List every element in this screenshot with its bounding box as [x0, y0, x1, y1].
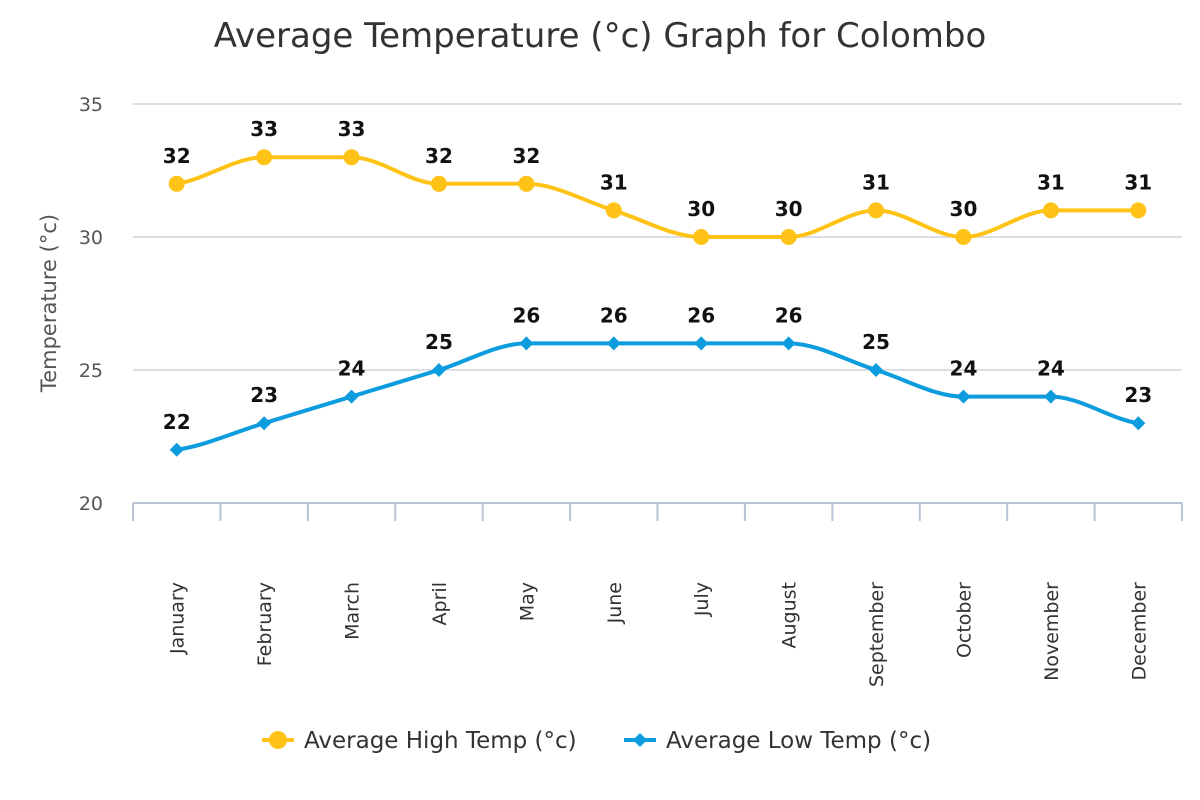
data-label-high: 31: [1037, 170, 1065, 194]
data-label-high: 33: [338, 117, 366, 141]
x-tick-label: July: [691, 582, 713, 617]
data-point-low[interactable]: [869, 363, 884, 377]
x-tick-label: September: [866, 582, 888, 687]
y-tick-label: 30: [79, 227, 103, 249]
data-point-low[interactable]: [519, 336, 534, 351]
data-label-high: 32: [512, 144, 540, 168]
legend-label: Average Low Temp (°c): [666, 728, 931, 754]
data-label-low: 24: [1037, 357, 1065, 381]
data-point-high[interactable]: [430, 175, 447, 192]
legend: Average High Temp (°c) Average Low Temp (…: [262, 728, 931, 754]
legend-marker-circle: [269, 731, 287, 749]
data-point-low[interactable]: [956, 389, 971, 404]
data-label-high: 30: [950, 197, 978, 221]
grid-lines: [133, 103, 1182, 371]
data-point-low[interactable]: [169, 442, 184, 457]
data-point-low[interactable]: [1131, 416, 1146, 431]
data-label-high: 30: [687, 197, 715, 221]
data-label-high: 30: [775, 197, 803, 221]
x-tick-label: May: [516, 582, 538, 621]
data-label-low: 23: [1124, 383, 1152, 407]
data-label-low: 25: [425, 330, 453, 354]
data-point-high[interactable]: [780, 229, 797, 245]
x-tick-label: November: [1041, 582, 1063, 681]
data-point-low[interactable]: [344, 389, 359, 404]
series-layer: [168, 149, 1147, 457]
data-point-low[interactable]: [1043, 389, 1058, 404]
data-point-low[interactable]: [781, 336, 796, 351]
data-label-high: 33: [250, 117, 278, 141]
data-point-high[interactable]: [256, 149, 273, 166]
chart-title: Average Temperature (°c) Graph for Colom…: [214, 16, 987, 56]
data-point-low[interactable]: [431, 363, 446, 377]
data-label-high: 32: [425, 144, 453, 168]
data-point-high[interactable]: [605, 202, 622, 219]
x-tick-label: October: [953, 582, 975, 658]
data-point-low[interactable]: [257, 416, 272, 431]
x-tick-label: March: [342, 582, 364, 640]
data-point-high[interactable]: [168, 175, 185, 192]
data-label-high: 31: [600, 170, 628, 194]
x-tick-label: January: [167, 582, 189, 655]
data-label-high: 32: [163, 144, 191, 168]
data-point-high[interactable]: [343, 149, 360, 166]
data-point-low[interactable]: [606, 336, 621, 351]
y-tick-label: 20: [79, 493, 103, 515]
y-axis-label: Temperature (°c): [37, 214, 61, 393]
x-tick-label: April: [429, 582, 451, 625]
legend-label: Average High Temp (°c): [304, 728, 577, 754]
data-point-high[interactable]: [1042, 202, 1059, 219]
data-point-high[interactable]: [1130, 202, 1147, 219]
data-label-low: 26: [687, 303, 715, 327]
data-point-high[interactable]: [868, 202, 885, 219]
x-tick-label: August: [779, 582, 801, 649]
data-label-low: 24: [950, 357, 978, 381]
y-tick-label: 35: [79, 94, 103, 116]
data-point-high[interactable]: [955, 229, 972, 245]
data-label-low: 24: [338, 357, 366, 381]
x-axis: January February March April May June July Augu…: [132, 502, 1183, 687]
data-point-low[interactable]: [694, 336, 709, 351]
data-labels-layer: 32 33 33 32 32 31 30 30 31 30 31 31 22 23 24 25 26 26 26 26…: [163, 117, 1152, 434]
data-label-high: 31: [862, 170, 890, 194]
legend-item-high[interactable]: Average High Temp (°c): [262, 728, 577, 754]
data-label-low: 26: [600, 303, 628, 327]
data-label-low: 23: [250, 383, 278, 407]
x-tick-label: June: [604, 582, 626, 624]
legend-marker-diamond: [633, 733, 647, 747]
data-point-high[interactable]: [693, 229, 710, 245]
series-line-low: [176, 341, 1139, 452]
data-label-low: 25: [862, 330, 890, 354]
data-label-low: 22: [163, 410, 191, 434]
x-tick-label: February: [254, 582, 276, 666]
y-axis-ticks: 20 25 30 35: [79, 94, 103, 515]
data-point-high[interactable]: [518, 175, 535, 192]
data-label-low: 26: [512, 303, 540, 327]
series-line-high: [176, 155, 1139, 240]
legend-item-low[interactable]: Average Low Temp (°c): [624, 728, 931, 754]
data-label-low: 26: [775, 303, 803, 327]
y-tick-label: 25: [79, 360, 103, 382]
x-tick-label: December: [1128, 582, 1150, 681]
data-label-high: 31: [1124, 170, 1152, 194]
